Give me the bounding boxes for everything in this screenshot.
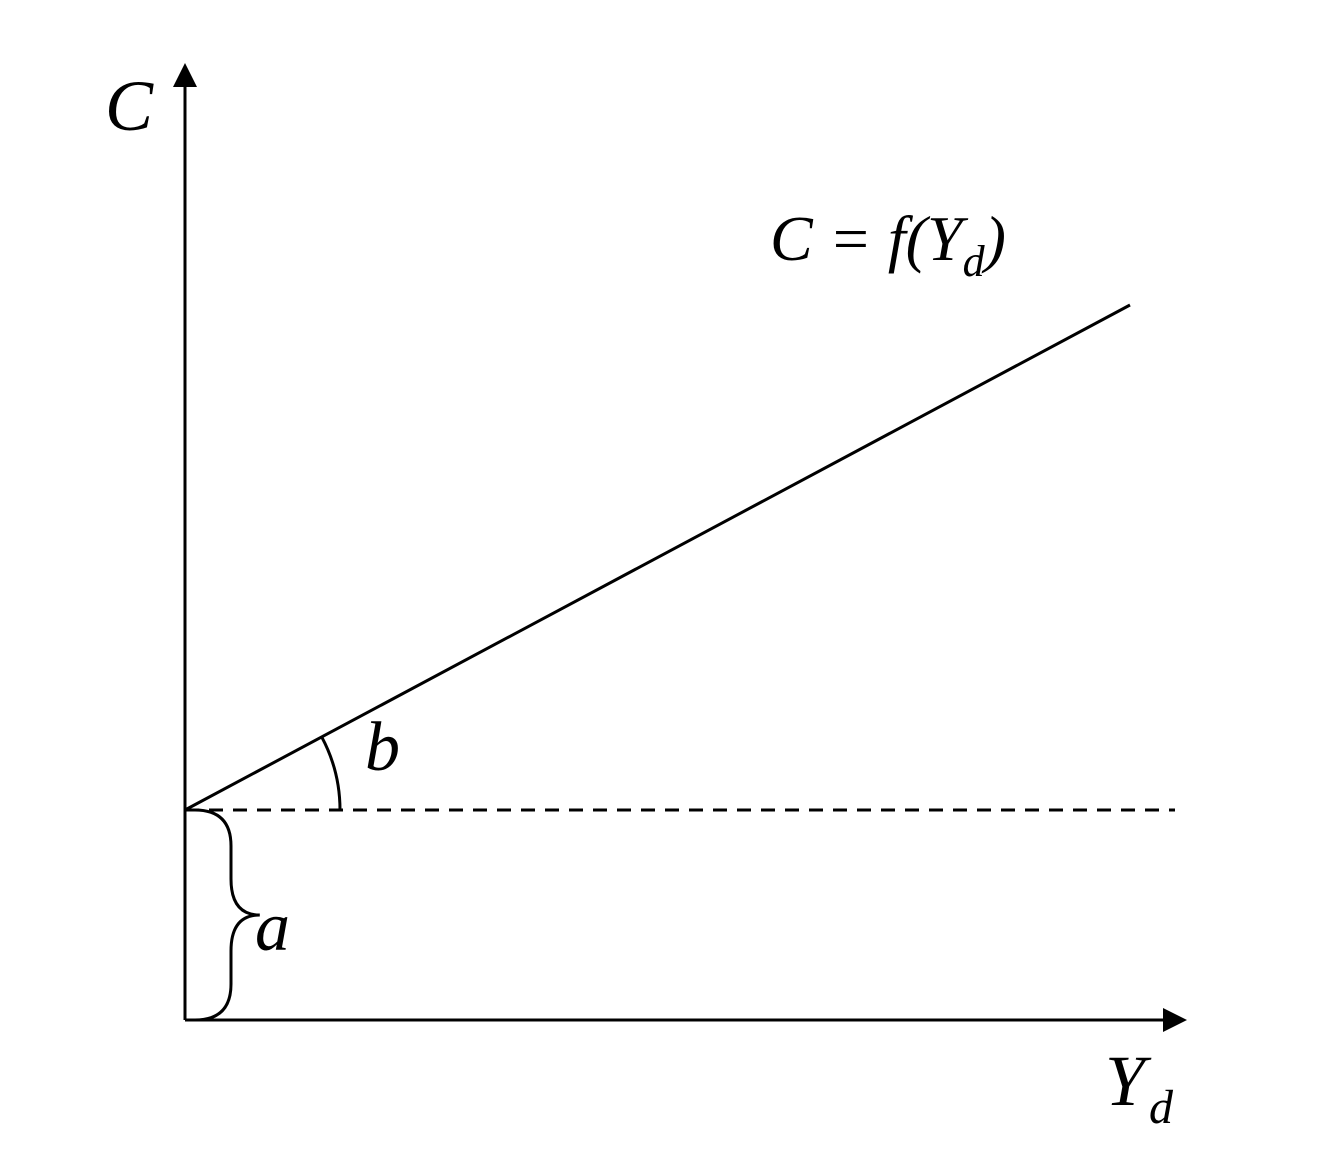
intercept-brace — [195, 810, 260, 1020]
slope-label-b: b — [365, 709, 400, 786]
y-axis-label: C — [105, 66, 154, 146]
consumption-function-diagram: C Yd C = f(Yd) a b — [0, 0, 1327, 1171]
slope-angle-arc — [322, 737, 340, 810]
intercept-label-a: a — [255, 889, 290, 966]
consumption-function-line — [185, 305, 1130, 810]
function-label: C = f(Yd) — [770, 203, 1006, 286]
x-axis-label: Yd — [1105, 1041, 1174, 1134]
